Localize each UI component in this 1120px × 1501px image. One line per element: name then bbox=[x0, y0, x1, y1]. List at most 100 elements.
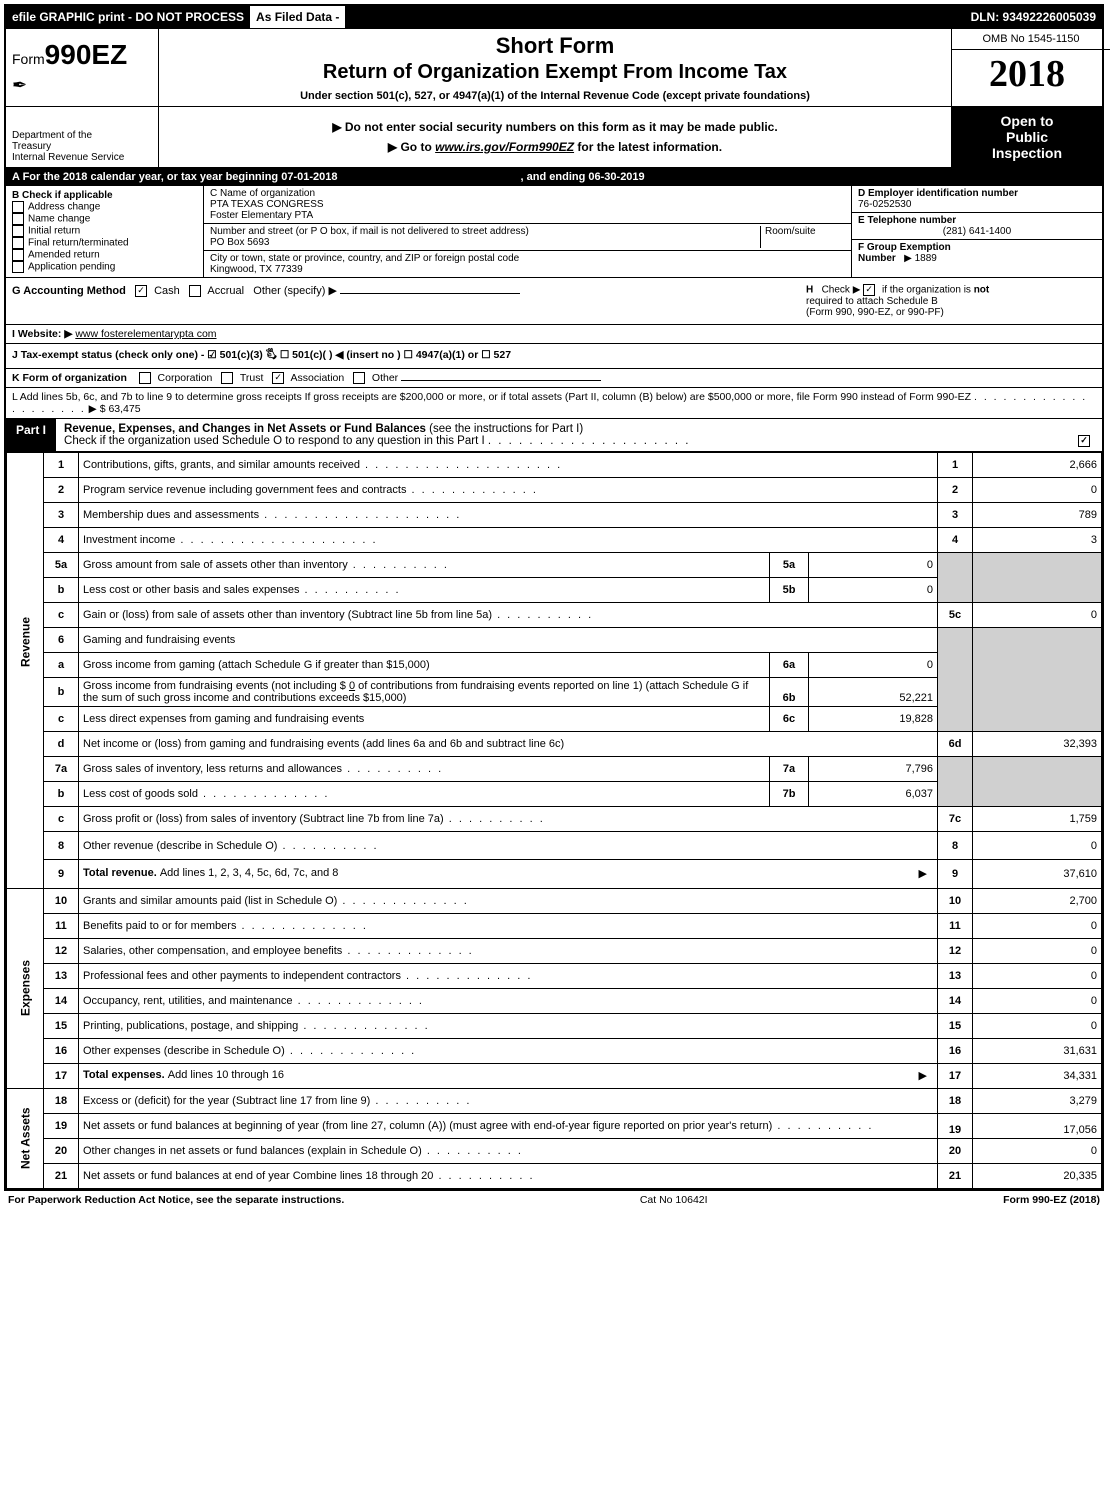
instr2-pre: Go to bbox=[400, 140, 435, 154]
arrow-icon: ▶ bbox=[388, 140, 401, 154]
e-phone: (281) 641-1400 bbox=[858, 226, 1096, 237]
chk-accrual[interactable] bbox=[189, 285, 201, 297]
chk-cash[interactable] bbox=[135, 285, 147, 297]
l6-num: 6 bbox=[44, 628, 79, 653]
signature-glyph: ✒ bbox=[12, 75, 152, 96]
omb-number: OMB No 1545-1150 bbox=[952, 29, 1110, 50]
irs-link[interactable]: www.irs.gov/Form990EZ bbox=[435, 140, 574, 154]
l2-val: 0 bbox=[973, 478, 1102, 503]
l2-rnum: 2 bbox=[938, 478, 973, 503]
e-label: E Telephone number bbox=[858, 215, 1096, 226]
chk-association[interactable] bbox=[272, 372, 284, 384]
l6d-rnum: 6d bbox=[938, 732, 973, 757]
l15-val: 0 bbox=[973, 1013, 1102, 1038]
l17-num: 17 bbox=[44, 1063, 79, 1088]
f-group-number: 1889 bbox=[915, 253, 937, 264]
l21-val: 20,335 bbox=[973, 1163, 1102, 1188]
f-label-2: Number bbox=[858, 253, 896, 264]
room-suite: Room/suite bbox=[760, 226, 845, 248]
chk-final-return[interactable]: Final return/terminated bbox=[12, 237, 197, 249]
line-6c: c Less direct expenses from gaming and f… bbox=[7, 707, 1102, 732]
col-b-header: B Check if applicable bbox=[12, 190, 197, 201]
row-j-tax-exempt: J Tax-exempt status (check only one) - ☑… bbox=[6, 344, 1102, 369]
l18-val: 3,279 bbox=[973, 1088, 1102, 1113]
other-org-input[interactable] bbox=[401, 380, 601, 381]
line-13: 13 Professional fees and other payments … bbox=[7, 963, 1102, 988]
city-block: City or town, state or province, country… bbox=[204, 251, 851, 277]
address-main: Number and street (or P O box, if mail i… bbox=[210, 226, 760, 248]
l15-num: 15 bbox=[44, 1013, 79, 1038]
l7b-mv: 6,037 bbox=[809, 782, 938, 807]
c-label: C Name of organization bbox=[210, 188, 845, 199]
l5a-mn: 5a bbox=[770, 553, 809, 578]
l8-rnum: 8 bbox=[938, 832, 973, 860]
line-5a: 5a Gross amount from sale of assets othe… bbox=[7, 553, 1102, 578]
l7c-val: 1,759 bbox=[973, 807, 1102, 832]
l7c-num: c bbox=[44, 807, 79, 832]
l10-rnum: 10 bbox=[938, 888, 973, 913]
h-schedule-b: H Check ▶ if the organization is not req… bbox=[800, 278, 1102, 324]
row-l-gross-receipts: L Add lines 5b, 6c, and 7b to line 9 to … bbox=[6, 388, 1102, 419]
city-value: Kingwood, TX 77339 bbox=[210, 264, 845, 275]
chk-initial-return[interactable]: Initial return bbox=[12, 225, 197, 237]
l6c-mv: 19,828 bbox=[809, 707, 938, 732]
l12-rnum: 12 bbox=[938, 938, 973, 963]
col-c-org-info: C Name of organization PTA TEXAS CONGRES… bbox=[204, 186, 851, 277]
chk-other-org[interactable] bbox=[353, 372, 365, 384]
l6b-mn: 6b bbox=[770, 678, 809, 707]
chk-trust[interactable] bbox=[221, 372, 233, 384]
chk-corporation[interactable] bbox=[139, 372, 151, 384]
l5b-mv: 0 bbox=[809, 578, 938, 603]
line-8: 8 Other revenue (describe in Schedule O)… bbox=[7, 832, 1102, 860]
chk-application-pending[interactable]: Application pending bbox=[12, 261, 197, 273]
inspection: Inspection bbox=[956, 145, 1098, 161]
form-990ez: Form990EZ bbox=[12, 39, 152, 71]
l13-rnum: 13 bbox=[938, 963, 973, 988]
short-form-label: Short Form bbox=[167, 33, 943, 59]
col-b-checkboxes: B Check if applicable Address change Nam… bbox=[6, 186, 204, 277]
line-17: 17 Total expenses. Add lines 10 through … bbox=[7, 1063, 1102, 1088]
g-other-input[interactable] bbox=[340, 293, 520, 294]
l6c-mn: 6c bbox=[770, 707, 809, 732]
dln-label: DLN: 93492226005039 bbox=[965, 6, 1102, 28]
l6a-mn: 6a bbox=[770, 653, 809, 678]
l6b-num: b bbox=[44, 678, 79, 707]
l6d-num: d bbox=[44, 732, 79, 757]
l20-val: 0 bbox=[973, 1138, 1102, 1163]
l9-text-bold: Total revenue. bbox=[83, 867, 160, 879]
line-9: 9 Total revenue. Add lines 1, 2, 3, 4, 5… bbox=[7, 860, 1102, 889]
l17-val: 34,331 bbox=[973, 1063, 1102, 1088]
sidelabel-netassets: Net Assets bbox=[7, 1088, 44, 1188]
open-public-box: Open to Public Inspection bbox=[952, 107, 1102, 167]
l9-num: 9 bbox=[44, 860, 79, 889]
line-2: 2 Program service revenue including gove… bbox=[7, 478, 1102, 503]
chk-schedule-o[interactable] bbox=[1078, 435, 1090, 447]
l11-num: 11 bbox=[44, 913, 79, 938]
part-1-dots bbox=[488, 435, 691, 447]
row-a-end: 06-30-2019 bbox=[588, 171, 644, 183]
website-link[interactable]: www fosterelementarypta com bbox=[75, 328, 216, 340]
addr-label: Number and street (or P O box, if mail i… bbox=[210, 226, 760, 237]
l13-text: Professional fees and other payments to … bbox=[83, 970, 532, 982]
l10-val: 2,700 bbox=[973, 888, 1102, 913]
chk-schedule-b[interactable] bbox=[863, 284, 875, 296]
part-1-sub: Check if the organization used Schedule … bbox=[64, 435, 485, 447]
l18-num: 18 bbox=[44, 1088, 79, 1113]
l5c-text: Gain or (loss) from sale of assets other… bbox=[83, 609, 593, 621]
dept-line-1: Department of the bbox=[12, 130, 152, 141]
l13-val: 0 bbox=[973, 963, 1102, 988]
row-a-tax-year: A For the 2018 calendar year, or tax yea… bbox=[6, 168, 1102, 186]
l6b-mv: 52,221 bbox=[809, 678, 938, 707]
l18-rnum: 18 bbox=[938, 1088, 973, 1113]
footer-right: Form 990-EZ (2018) bbox=[1003, 1194, 1100, 1206]
l3-val: 789 bbox=[973, 503, 1102, 528]
chk-address-change[interactable]: Address change bbox=[12, 201, 197, 213]
chk-amended-return[interactable]: Amended return bbox=[12, 249, 197, 261]
row-i-website: I Website: ▶ www fosterelementarypta com bbox=[6, 325, 1102, 344]
l7c-text: Gross profit or (loss) from sales of inv… bbox=[83, 813, 545, 825]
chk-name-change[interactable]: Name change bbox=[12, 213, 197, 225]
l10-num: 10 bbox=[44, 888, 79, 913]
line-11: 11 Benefits paid to or for members 11 0 bbox=[7, 913, 1102, 938]
l9-val: 37,610 bbox=[973, 860, 1102, 889]
block-g-h: G Accounting Method Cash Accrual Other (… bbox=[6, 278, 1102, 325]
